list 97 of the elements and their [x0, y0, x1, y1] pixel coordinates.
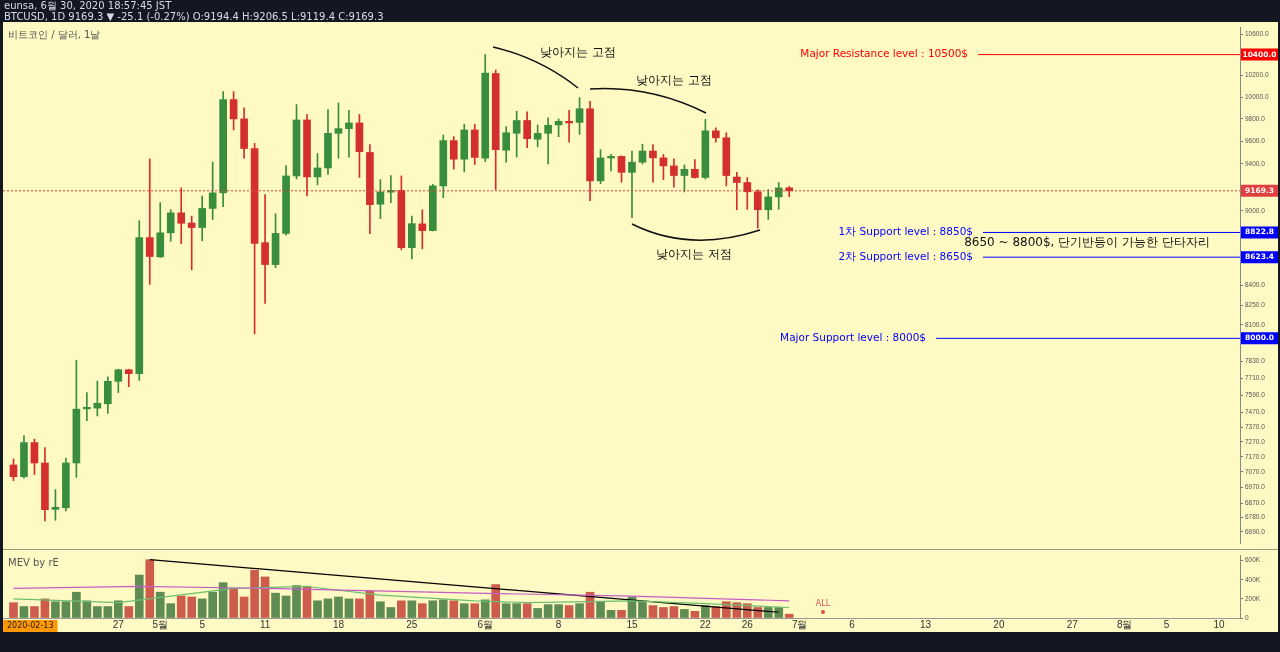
x-tick-label: 5: [1163, 618, 1170, 630]
bar: [470, 603, 480, 618]
bar: [103, 606, 113, 618]
x-tick-label: 5월: [152, 618, 169, 630]
bar: [250, 569, 259, 618]
x-tick-label: 8월: [1116, 618, 1133, 630]
annotation: 8650 ~ 8800$, 단기반등이 가능한 단타자리: [964, 235, 1210, 250]
candlestick: [261, 194, 269, 304]
bar: [61, 601, 71, 618]
bar: [344, 598, 354, 618]
text: 2020-02-13: [7, 621, 54, 631]
candlestick: [649, 144, 657, 183]
x-tick-label: 7월: [791, 618, 808, 630]
bar: [606, 610, 616, 618]
bar: [554, 604, 563, 618]
x-tick-label: 13: [919, 618, 932, 630]
bar: [669, 606, 679, 618]
bar: [19, 606, 29, 618]
bar: [72, 591, 81, 618]
bar: [281, 595, 291, 618]
bar: [564, 605, 574, 618]
bar: [596, 601, 605, 618]
bar: [397, 600, 406, 618]
annotation: 1차 Support level : 8850$: [838, 225, 973, 238]
candlestick: [607, 154, 615, 172]
candlestick: [732, 172, 741, 211]
bar: [145, 559, 155, 618]
candlestick: [187, 215, 196, 271]
annotation: 낮아지는 저점: [656, 247, 732, 262]
x-tick-label: 15: [626, 618, 638, 630]
bar: [334, 596, 343, 618]
bar: [229, 588, 238, 618]
candlestick: [83, 392, 91, 422]
annotation: Major Resistance level : 10500$: [800, 47, 968, 60]
chart-title: 비트코인 / 달러, 1날: [8, 29, 101, 41]
x-tick-label: 27: [1066, 618, 1079, 630]
bar: [638, 601, 647, 618]
annotation: 낮아지는 고점: [636, 73, 712, 88]
text: BTCUSD, 1D 9169.3 ▼ -25.1 (-0.27%) O:9194.4 H:9206.5 L:9119.4 C:9169.3: [4, 11, 384, 22]
x-tick-label: 26: [741, 618, 754, 630]
bar: [113, 600, 123, 618]
bar: [124, 606, 134, 618]
bar: [93, 606, 102, 618]
x-tick-label: 6월: [477, 618, 493, 630]
bar: [355, 598, 364, 618]
candlestick: [145, 158, 154, 285]
bar: [617, 610, 626, 618]
bar: [417, 603, 427, 618]
bar: [449, 600, 459, 618]
candlestick: [544, 117, 552, 165]
x-tick-label: 22: [699, 618, 712, 630]
annotation: 낮아지는 고점: [540, 45, 616, 60]
x-tick-label: 27: [112, 618, 125, 630]
bar: [30, 606, 39, 618]
bar: [459, 603, 469, 618]
bar: [9, 602, 18, 618]
bar: [134, 574, 144, 618]
x-tick-label: 11: [259, 618, 271, 630]
candlestick: [177, 187, 186, 244]
bar: [438, 599, 448, 618]
annotation: Major Support level : 8000$: [780, 331, 926, 344]
bar: [51, 601, 60, 618]
x-tick-label: 18: [332, 618, 345, 630]
bar: [690, 610, 700, 618]
bar: [292, 585, 301, 618]
x-tick-label: 20: [993, 618, 1005, 630]
bar: [82, 600, 92, 618]
bar: [575, 603, 584, 618]
bar: [407, 600, 417, 618]
bar: [533, 608, 542, 618]
x-tick-label: 10: [1213, 618, 1226, 630]
bar: [491, 584, 501, 618]
bar: [313, 600, 322, 618]
bar: [239, 596, 249, 618]
candlestick: [345, 110, 353, 158]
candlestick: [418, 209, 427, 250]
bar: [680, 609, 689, 618]
bar: [480, 599, 490, 618]
candlestick: [628, 150, 636, 219]
x-tick-label: 5: [199, 618, 206, 630]
chart-title: MEV by rE: [8, 557, 59, 569]
bar: [271, 592, 280, 618]
text: eunsa, 6월 30, 2020 18:57:45 JST: [4, 0, 172, 11]
bar: [784, 613, 794, 618]
bar: [648, 605, 658, 618]
annotation: 2차 Support level : 8650$: [838, 249, 973, 262]
annotation: ALL: [815, 599, 831, 609]
bar: [522, 603, 532, 618]
x-tick-label: 8: [555, 618, 562, 630]
x-tick-label: 25: [406, 618, 418, 630]
bar: [659, 607, 668, 618]
bar: [428, 600, 438, 618]
bar: [386, 607, 396, 618]
bar: [376, 601, 385, 618]
bar: [543, 604, 553, 618]
x-tick-label: 6: [849, 618, 856, 630]
bar: [323, 598, 333, 618]
